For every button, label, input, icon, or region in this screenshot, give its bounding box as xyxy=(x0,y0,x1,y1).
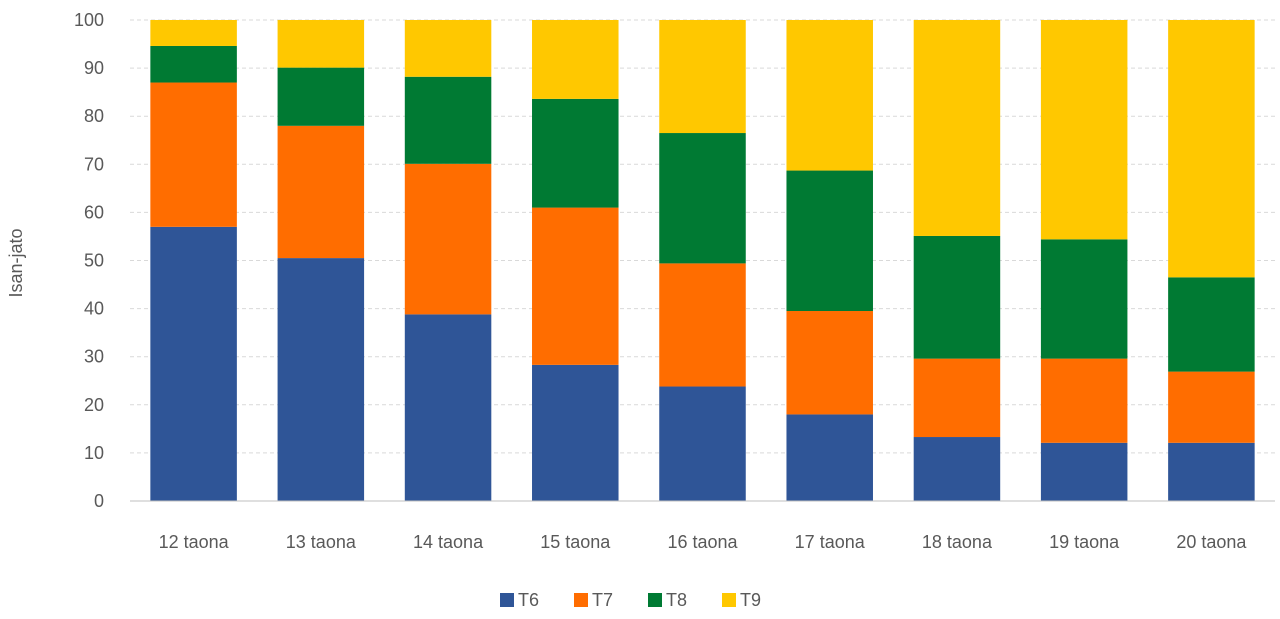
bar-T6-6 xyxy=(786,414,873,501)
bar-T8-2 xyxy=(277,67,365,126)
y-tick-label: 40 xyxy=(84,299,104,319)
y-tick-label: 30 xyxy=(84,347,104,367)
legend-swatch-T6 xyxy=(500,593,514,607)
bar-T7-5 xyxy=(659,263,746,387)
bar-T9-6 xyxy=(786,20,873,171)
y-tick-label: 20 xyxy=(84,395,104,415)
x-tick-label: 19 taona xyxy=(1049,532,1120,552)
bar-T7-3 xyxy=(404,163,492,315)
x-tick-label: 15 taona xyxy=(540,532,611,552)
bar-T6-9 xyxy=(1168,442,1255,501)
legend-swatch-T9 xyxy=(722,593,736,607)
bar-T9-3 xyxy=(404,20,492,77)
bar-T8-4 xyxy=(532,98,619,208)
x-tick-label: 20 taona xyxy=(1176,532,1247,552)
bar-T9-1 xyxy=(150,20,237,46)
bar-T7-4 xyxy=(532,207,619,365)
x-tick-label: 17 taona xyxy=(795,532,866,552)
legend-swatch-T7 xyxy=(574,593,588,607)
y-tick-label: 70 xyxy=(84,154,104,174)
legend-label-T8: T8 xyxy=(666,590,687,610)
bar-T6-7 xyxy=(913,437,1001,501)
bar-T7-2 xyxy=(277,125,365,259)
bar-T6-8 xyxy=(1040,442,1128,501)
axes: 0 10 20 30 40 50 60 70 80 90 100 12 taona 13 taona 14… xyxy=(74,10,1275,552)
y-tick-label: 50 xyxy=(84,251,104,271)
x-tick-label: 13 taona xyxy=(286,532,357,552)
y-tick-label: 100 xyxy=(74,10,104,30)
legend-label-T6: T6 xyxy=(518,590,539,610)
bar-T8-9 xyxy=(1168,277,1255,372)
x-tick-label: 16 taona xyxy=(667,532,738,552)
y-tick-label: 60 xyxy=(84,202,104,222)
y-tick-label: 90 xyxy=(84,58,104,78)
bar-T8-6 xyxy=(786,170,873,312)
legend-label-T9: T9 xyxy=(740,590,761,610)
bar-T6-2 xyxy=(277,258,365,501)
legend: T6 T7 T8 T9 xyxy=(500,590,761,610)
bar-T6-1 xyxy=(150,226,237,501)
bar-T9-9 xyxy=(1168,20,1255,278)
y-tick-label: 10 xyxy=(84,443,104,463)
bar-T6-4 xyxy=(532,364,619,501)
x-tick-label: 12 taona xyxy=(159,532,230,552)
bar-T7-1 xyxy=(150,82,237,227)
bar-T9-5 xyxy=(659,20,746,134)
bar-T8-8 xyxy=(1040,239,1128,359)
x-tick-label: 14 taona xyxy=(413,532,484,552)
bar-T8-7 xyxy=(913,235,1001,359)
y-tick-label: 0 xyxy=(94,491,104,511)
bar-T8-3 xyxy=(404,76,492,164)
bar-T8-5 xyxy=(659,133,746,264)
bar-T9-2 xyxy=(277,20,365,68)
y-axis-title: Isan-jato xyxy=(6,228,26,297)
bar-T7-9 xyxy=(1168,371,1255,443)
bars xyxy=(150,20,1255,501)
bar-T8-1 xyxy=(150,45,237,83)
bar-T9-7 xyxy=(913,20,1001,236)
bar-T6-3 xyxy=(404,314,492,501)
bar-T9-4 xyxy=(532,20,619,99)
bar-T7-6 xyxy=(786,311,873,415)
y-tick-label: 80 xyxy=(84,106,104,126)
bar-T7-7 xyxy=(913,358,1001,438)
bar-T7-8 xyxy=(1040,358,1128,443)
x-tick-label: 18 taona xyxy=(922,532,993,552)
bar-T6-5 xyxy=(659,386,746,501)
bar-T9-8 xyxy=(1040,20,1128,240)
legend-swatch-T8 xyxy=(648,593,662,607)
legend-label-T7: T7 xyxy=(592,590,613,610)
